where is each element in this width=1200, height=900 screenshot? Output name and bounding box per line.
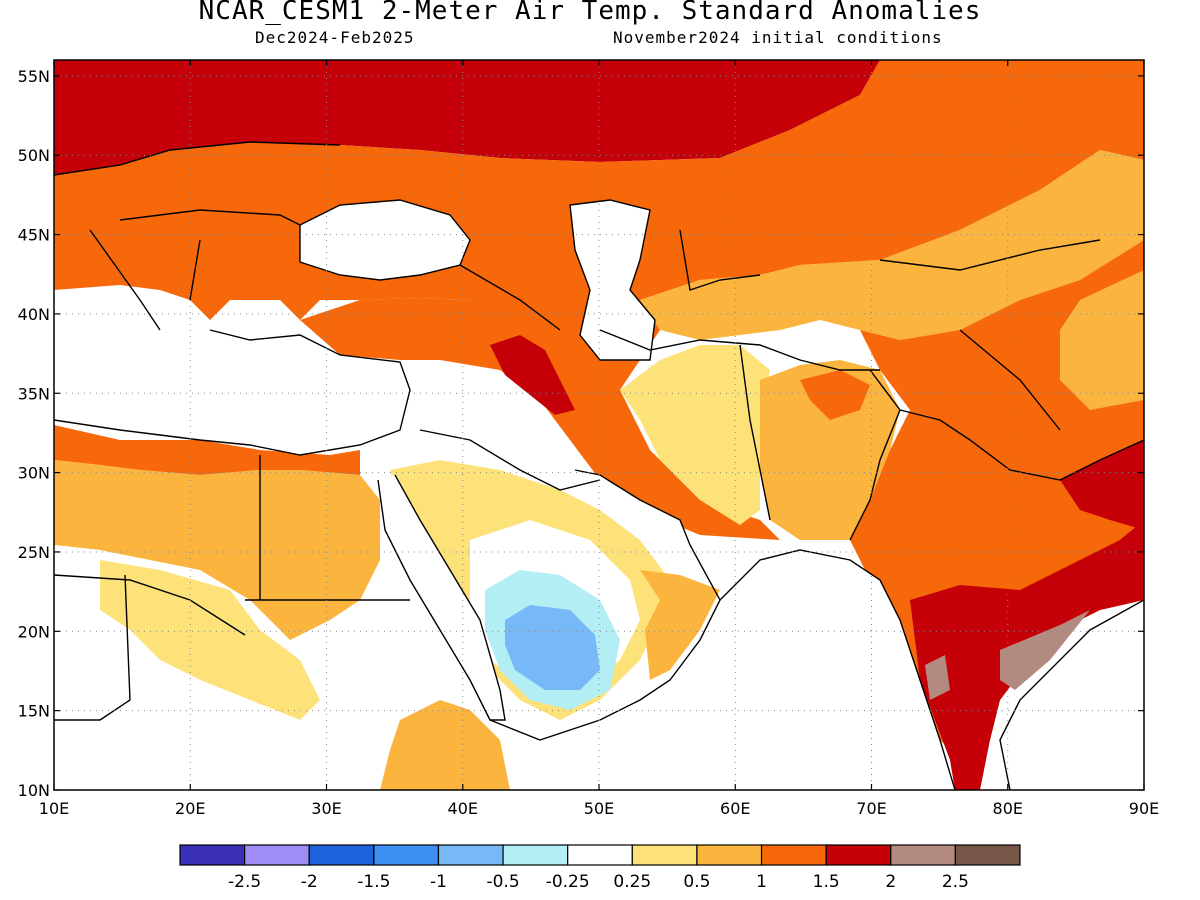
anomaly-region-iraq-strong [490, 335, 575, 415]
lon-tick-label: 60E [720, 799, 750, 818]
coastlines [54, 141, 1144, 790]
lon-tick-label: 10E [39, 799, 69, 818]
bay-of-bengal [1000, 600, 1144, 790]
colorbar-label: 1 [756, 872, 767, 892]
colorbar-swatch [179, 844, 246, 866]
lon-tick-label: 40E [448, 799, 478, 818]
anomaly-region-middle-east-orange [300, 298, 780, 540]
map-field [54, 60, 1144, 790]
lat-tick-label: 55N [18, 67, 50, 86]
colorbar-swatch [244, 844, 310, 866]
red-sea [378, 475, 505, 720]
lat-tick-label: 35N [18, 384, 50, 403]
colorbar-label: -2.5 [228, 872, 261, 892]
colorbar-label: -1.5 [357, 872, 390, 892]
map-title: NCAR_CESM1 2-Meter Air Temp. Standard An… [198, 0, 982, 26]
anomaly-region-arabia-blue [505, 605, 600, 690]
colorbar-swatch [502, 844, 569, 866]
anomaly-region-sahel-yellow [100, 560, 320, 720]
lat-tick-label: 30N [18, 464, 50, 483]
lat-tick-label: 25N [18, 543, 50, 562]
lat-tick-label: 40N [18, 305, 50, 324]
lat-tick-label: 10N [18, 781, 50, 800]
colorbar-label: 2 [885, 872, 896, 892]
initial-conditions: November2024 initial conditions [613, 28, 943, 47]
anomaly-region-tibet-yellow [1060, 270, 1144, 410]
anomaly-region-horn-orange [380, 700, 510, 790]
anomaly-region-afghan-orange [800, 370, 870, 420]
colorbar-label: 2.5 [942, 872, 969, 892]
colorbar-label: 1.5 [813, 872, 840, 892]
lon-tick-label: 70E [856, 799, 886, 818]
anomaly-region-sahara [54, 460, 380, 640]
colorbar-swatch [890, 844, 956, 866]
lat-tick-label: 50N [18, 146, 50, 165]
anomaly-region-oman-orange [640, 570, 720, 680]
anomaly-region-india-extreme-west [925, 655, 950, 700]
black-sea [300, 200, 470, 280]
lon-tick-label: 20E [175, 799, 205, 818]
africa-white-region [54, 545, 330, 790]
forecast-period: Dec2024-Feb2025 [255, 28, 415, 47]
anomaly-region-north-strong [54, 60, 880, 175]
colorbar-label: -2 [301, 872, 318, 892]
colorbar-swatch [954, 844, 1021, 866]
colorbar-label: -0.25 [546, 872, 590, 892]
colorbar: -2.5 -2 -1.5 -1 -0.5 -0.25 0.25 0.5 1 1.5 2 2.5 [179, 844, 1021, 892]
anomaly-region-iran-yellow [620, 345, 770, 525]
lat-tick-label: 15N [18, 702, 50, 721]
colorbar-label: -1 [430, 872, 447, 892]
anomaly-region-central-asia [640, 150, 1144, 340]
colorbar-swatch [825, 844, 892, 866]
lon-tick-label: 30E [311, 799, 341, 818]
persian-gulf [575, 470, 690, 545]
colorbar-swatch [696, 844, 763, 866]
lat-tick-label: 20N [18, 622, 50, 641]
anomaly-region-ne-india-strong [1060, 440, 1144, 530]
anomaly-region-india-extreme [1000, 610, 1090, 690]
anomaly-region-tibet-orange [860, 240, 1144, 480]
colorbar-label: -0.5 [486, 872, 519, 892]
colorbar-swatch [373, 844, 440, 866]
colorbar-swatch [567, 844, 633, 866]
anomaly-region-north-africa-orange [54, 425, 360, 475]
mediterranean-sea [54, 290, 410, 455]
lat-tick-label: 45N [18, 226, 50, 245]
anomaly-region-pakistan [760, 360, 900, 540]
colorbar-label: 0.5 [683, 872, 710, 892]
lon-tick-label: 80E [993, 799, 1023, 818]
arabian-sea [620, 550, 955, 790]
lon-tick-label: 50E [584, 799, 614, 818]
colorbar-swatch [631, 844, 698, 866]
lon-tick-label: 90E [1129, 799, 1159, 818]
caspian-sea [570, 200, 655, 360]
colorbar-label: 0.25 [613, 872, 651, 892]
colorbar-swatch [308, 844, 375, 866]
colorbar-swatch [760, 844, 827, 866]
colorbar-swatch [437, 844, 504, 866]
